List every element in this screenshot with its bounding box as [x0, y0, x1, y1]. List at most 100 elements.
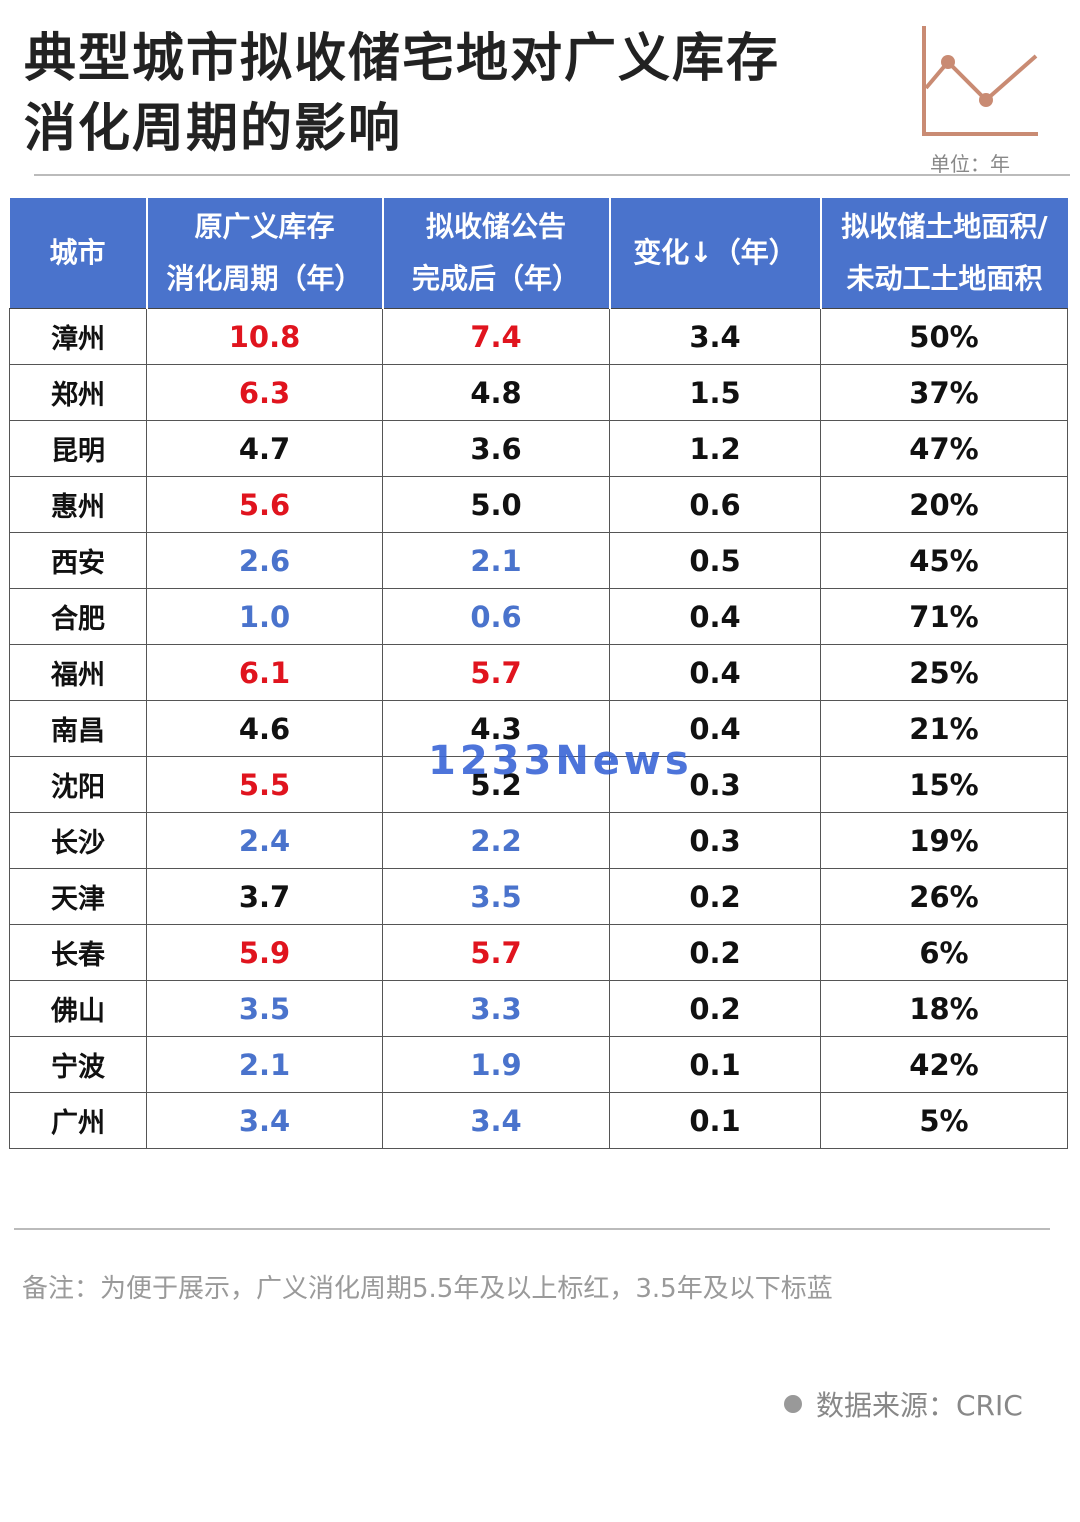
top-divider	[34, 174, 1070, 176]
ratio-cell: 18%	[820, 980, 1068, 1037]
column-header-line: 城市	[49, 236, 106, 269]
ratio-cell: 15%	[820, 756, 1068, 813]
city-cell: 西安	[9, 532, 147, 589]
change-cell: 0.2	[609, 868, 821, 925]
line-chart-icon	[922, 26, 1038, 136]
table-row: 郑州 6.3 4.8 1.5 37%	[9, 364, 1068, 421]
change-cell: 1.2	[609, 420, 821, 477]
column-header-line: 拟收储公告	[425, 210, 566, 243]
column-header-line: 原广义库存	[194, 210, 335, 243]
original-cycle-cell: 3.5	[146, 980, 383, 1037]
ratio-cell: 37%	[820, 364, 1068, 421]
table-row: 宁波 2.1 1.9 0.1 42%	[9, 1036, 1068, 1093]
ratio-cell: 19%	[820, 812, 1068, 869]
ratio-cell: 71%	[820, 588, 1068, 645]
source-line: 数据来源：CRIC	[784, 1384, 1023, 1424]
ratio-cell: 45%	[820, 532, 1068, 589]
after-cycle-cell: 5.0	[382, 476, 610, 533]
after-cycle-cell: 3.5	[382, 868, 610, 925]
ratio-cell: 50%	[820, 308, 1068, 365]
city-cell: 合肥	[9, 588, 147, 645]
change-cell: 0.1	[609, 1092, 821, 1149]
city-cell: 昆明	[9, 420, 147, 477]
original-cycle-cell: 1.0	[146, 588, 383, 645]
column-header-1: 原广义库存消化周期（年）	[145, 198, 383, 309]
original-cycle-cell: 2.1	[146, 1036, 383, 1093]
city-cell: 郑州	[9, 364, 147, 421]
after-cycle-cell: 0.6	[382, 588, 610, 645]
after-cycle-cell: 4.3	[382, 700, 610, 757]
after-cycle-cell: 4.8	[382, 364, 610, 421]
change-cell: 0.5	[609, 532, 821, 589]
column-header-line: 完成后（年）	[411, 262, 580, 295]
after-cycle-cell: 7.4	[382, 308, 610, 365]
after-cycle-cell: 3.4	[382, 1092, 610, 1149]
change-cell: 0.6	[609, 476, 821, 533]
column-header-3: 变化↓（年）	[608, 198, 821, 309]
unit-label: 单位：年	[930, 152, 1010, 176]
bullet-dot-icon	[784, 1395, 802, 1413]
table-row: 合肥 1.0 0.6 0.4 71%	[9, 588, 1068, 645]
ratio-cell: 25%	[820, 644, 1068, 701]
city-cell: 广州	[9, 1092, 147, 1149]
table-row: 广州 3.4 3.4 0.1 5%	[9, 1092, 1068, 1149]
change-cell: 0.3	[609, 756, 821, 813]
ratio-cell: 21%	[820, 700, 1068, 757]
original-cycle-cell: 3.4	[146, 1092, 383, 1149]
city-cell: 宁波	[9, 1036, 147, 1093]
city-cell: 漳州	[9, 308, 147, 365]
table-row: 长沙 2.4 2.2 0.3 19%	[9, 812, 1068, 869]
column-header-0: 城市	[9, 198, 147, 309]
table-body: 漳州 10.8 7.4 3.4 50% 郑州 6.3 4.8 1.5 37% 昆明 4.7 3.6 1.2…	[9, 308, 1068, 1149]
column-header-2: 拟收储公告完成后（年）	[381, 198, 610, 309]
change-cell: 0.1	[609, 1036, 821, 1093]
table-row: 沈阳 5.5 5.2 0.3 15%	[9, 756, 1068, 813]
city-cell: 沈阳	[9, 756, 147, 813]
original-cycle-cell: 6.3	[146, 364, 383, 421]
table-row: 天津 3.7 3.5 0.2 26%	[9, 868, 1068, 925]
change-cell: 0.2	[609, 924, 821, 981]
city-cell: 长沙	[9, 812, 147, 869]
original-cycle-cell: 10.8	[146, 308, 383, 365]
original-cycle-cell: 5.6	[146, 476, 383, 533]
table-row: 佛山 3.5 3.3 0.2 18%	[9, 980, 1068, 1037]
ratio-cell: 47%	[820, 420, 1068, 477]
original-cycle-cell: 6.1	[146, 644, 383, 701]
original-cycle-cell: 3.7	[146, 868, 383, 925]
after-cycle-cell: 1.9	[382, 1036, 610, 1093]
after-cycle-cell: 5.2	[382, 756, 610, 813]
change-cell: 3.4	[609, 308, 821, 365]
title-line-2: 消化周期的影响	[24, 99, 403, 159]
column-header-line: 未动工土地面积	[846, 262, 1043, 295]
change-cell: 0.4	[609, 700, 821, 757]
ratio-cell: 6%	[820, 924, 1068, 981]
ratio-cell: 20%	[820, 476, 1068, 533]
title-line-1: 典型城市拟收储宅地对广义库存	[24, 29, 781, 89]
change-cell: 1.5	[609, 364, 821, 421]
ratio-cell: 42%	[820, 1036, 1068, 1093]
table-row: 昆明 4.7 3.6 1.2 47%	[9, 420, 1068, 477]
page-title: 典型城市拟收储宅地对广义库存 消化周期的影响	[24, 24, 904, 164]
column-header-line: 消化周期（年）	[166, 262, 363, 295]
change-cell: 0.2	[609, 980, 821, 1037]
column-header-line: 变化↓（年）	[633, 236, 797, 269]
after-cycle-cell: 5.7	[382, 924, 610, 981]
city-cell: 惠州	[9, 476, 147, 533]
data-table: 城市 原广义库存 消化周期（年） 拟收储公告 完成后（年） 变化↓（年） 拟收储土地面积/未…	[9, 198, 1068, 1149]
after-cycle-cell: 2.1	[382, 532, 610, 589]
original-cycle-cell: 2.4	[146, 812, 383, 869]
original-cycle-cell: 2.6	[146, 532, 383, 589]
city-cell: 南昌	[9, 700, 147, 757]
table-row: 西安 2.6 2.1 0.5 45%	[9, 532, 1068, 589]
city-cell: 天津	[9, 868, 147, 925]
city-cell: 长春	[9, 924, 147, 981]
table-row: 福州 6.1 5.7 0.4 25%	[9, 644, 1068, 701]
after-cycle-cell: 2.2	[382, 812, 610, 869]
original-cycle-cell: 5.5	[146, 756, 383, 813]
source-label: 数据来源：CRIC	[816, 1389, 1023, 1422]
original-cycle-cell: 4.7	[146, 420, 383, 477]
change-cell: 0.4	[609, 644, 821, 701]
change-cell: 0.4	[609, 588, 821, 645]
after-cycle-cell: 3.3	[382, 980, 610, 1037]
bottom-divider	[14, 1228, 1050, 1230]
